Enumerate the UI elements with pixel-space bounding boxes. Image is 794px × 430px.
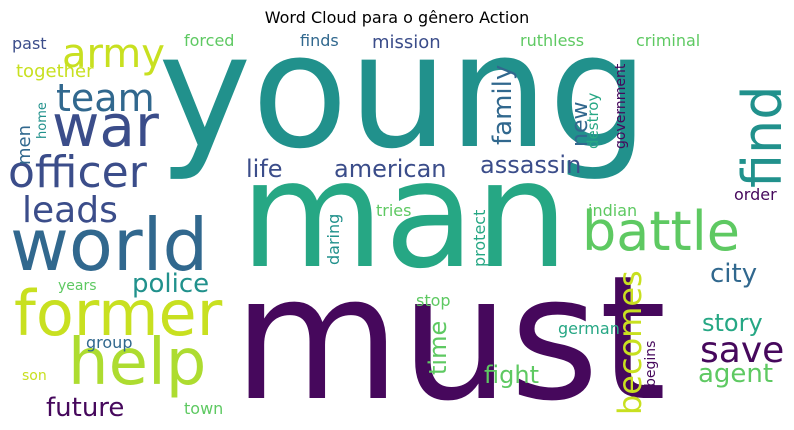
chart-title: Word Cloud para o gênero Action [264,8,530,27]
word-leads: leads [22,190,118,231]
word-battle: battle [582,200,740,263]
word-find: find [731,85,786,188]
word-forced: forced [184,31,235,50]
word-tries: tries [376,201,412,220]
word-future: future [46,393,125,423]
word-team: team [56,76,155,120]
word-war: war [52,92,159,160]
word-save: save [700,330,785,371]
word-indian: indian [588,201,638,220]
word-destroy: destroy [584,92,602,149]
word-family: family [488,64,518,145]
word-city: city [710,259,758,289]
word-american: american [334,155,447,183]
word-begins: begins [643,340,659,387]
word-order: order [734,185,777,204]
word-police: police [132,269,210,299]
word-group: group [86,333,133,352]
word-world: world [10,203,209,287]
word-man: man [240,129,569,301]
word-young: young [158,31,649,184]
word-mission: mission [372,32,441,53]
word-must: must [233,238,667,424]
word-men: men [14,124,35,165]
word-government: government [613,63,629,149]
word-cloud: young man must find war world former hel… [8,31,786,423]
word-agent: agent [698,359,774,389]
word-criminal: criminal [636,31,701,50]
word-life: life [246,155,283,183]
word-town: town [184,399,224,418]
word-daring: daring [324,213,343,265]
word-help: help [68,326,207,400]
word-together: together [16,61,94,82]
word-former: former [14,277,223,350]
word-army: army [62,31,165,77]
word-ruthless: ruthless [520,31,585,50]
word-home: home [35,102,50,139]
word-assassin: assassin [480,151,582,179]
word-time: time [424,320,452,375]
word-years: years [58,278,97,294]
word-son: son [22,368,47,384]
word-finds: finds [300,31,339,50]
word-german: german [558,319,620,338]
word-stop: stop [416,291,451,310]
word-fight: fight [484,361,539,389]
word-past: past [12,34,47,53]
word-story: story [702,309,763,337]
word-becomes: becomes [611,270,649,415]
word-officer: officer [8,147,147,198]
word-protect: protect [470,209,489,267]
